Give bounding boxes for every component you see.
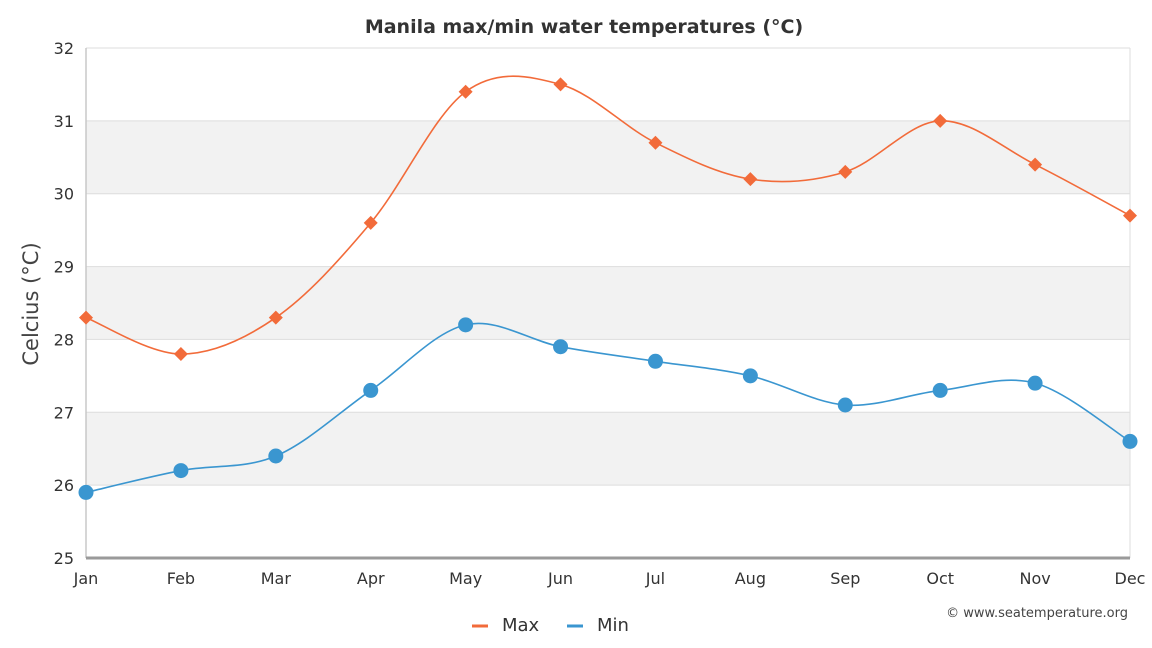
x-tick-label: Jun — [547, 569, 573, 588]
y-tick-label: 27 — [54, 403, 74, 422]
data-point-min — [1122, 433, 1138, 449]
x-tick-label: Mar — [261, 569, 292, 588]
data-point-min — [742, 368, 758, 384]
data-point-max — [933, 113, 948, 128]
y-tick-label: 31 — [54, 112, 74, 131]
tick-labels: 25 26 27 28 29 30 31 32 Jan Feb Mar Apr May Jun Jul Aug… — [54, 39, 1146, 588]
y-tick-label: 25 — [54, 549, 74, 568]
data-point-max — [1028, 157, 1043, 172]
data-point-min — [363, 382, 379, 398]
plot-band — [86, 120, 1130, 194]
y-tick-label: 30 — [54, 185, 74, 204]
x-tick-label: Jul — [645, 569, 665, 588]
data-point-min — [647, 353, 663, 369]
data-point-max — [268, 310, 283, 325]
data-point-min — [268, 448, 284, 464]
x-tick-label: Sep — [830, 569, 860, 588]
x-tick-label: Apr — [357, 569, 385, 588]
credit-text: © www.seatemperature.org — [946, 606, 1128, 621]
x-tick-label: Oct — [926, 569, 954, 588]
data-point-min — [78, 484, 94, 500]
plot-bands — [86, 120, 1130, 486]
data-point-max — [648, 135, 663, 150]
y-tick-label: 32 — [54, 39, 74, 58]
data-point-min — [553, 339, 569, 355]
data-point-max — [458, 84, 473, 99]
data-point-min — [932, 382, 948, 398]
chart-title: Manila max/min water temperatures (°C) — [365, 16, 803, 38]
data-point-min — [458, 317, 474, 333]
y-tick-label: 28 — [54, 330, 74, 349]
x-tick-label: Nov — [1019, 569, 1050, 588]
plot-band — [86, 412, 1130, 486]
y-tick-label: 26 — [54, 476, 74, 495]
legend-label-max: Max — [502, 615, 540, 636]
data-point-min — [837, 397, 853, 413]
series-line-max — [85, 75, 1131, 355]
y-tick-label: 29 — [54, 258, 74, 277]
data-point-min — [1027, 375, 1043, 391]
data-point-max — [1123, 208, 1137, 223]
grid-lines — [86, 47, 1130, 486]
legend: Max Min — [472, 615, 629, 636]
plot-band — [86, 266, 1130, 340]
series-markers — [78, 77, 1138, 500]
data-point-max — [553, 77, 568, 92]
legend-label-min: Min — [597, 615, 629, 636]
data-point-max — [838, 164, 853, 179]
axes — [85, 48, 1131, 560]
x-tick-label: Dec — [1115, 569, 1146, 588]
data-point-max — [363, 215, 378, 230]
y-axis-label: Celcius (°C) — [19, 242, 43, 365]
data-point-max — [743, 172, 758, 187]
x-tick-label: Aug — [735, 569, 766, 588]
x-tick-label: Jan — [73, 569, 99, 588]
data-point-max — [173, 347, 188, 361]
x-tick-label: May — [449, 569, 482, 588]
x-tick-label: Feb — [167, 569, 195, 588]
data-point-min — [173, 463, 189, 479]
data-point-max — [79, 310, 93, 325]
